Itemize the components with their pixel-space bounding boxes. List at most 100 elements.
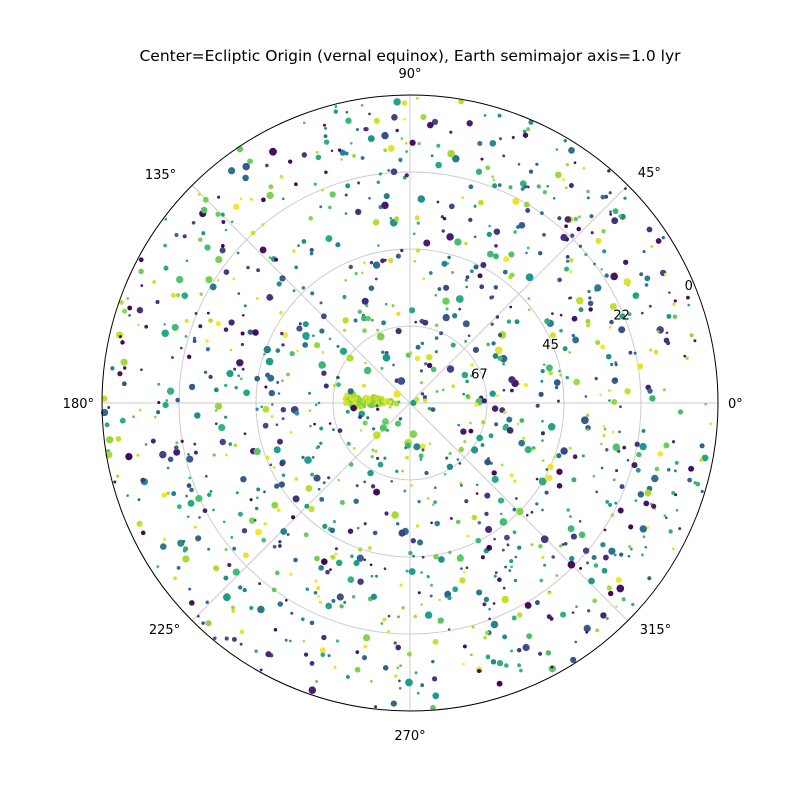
scatter-point — [140, 368, 143, 372]
scatter-point — [603, 528, 607, 532]
scatter-point — [327, 654, 331, 658]
scatter-point — [319, 647, 326, 654]
scatter-point — [403, 489, 407, 493]
scatter-point — [556, 468, 563, 475]
scatter-point — [591, 554, 597, 561]
scatter-point — [365, 303, 369, 308]
scatter-point — [420, 392, 425, 396]
scatter-point — [462, 320, 470, 328]
scatter-point — [549, 616, 554, 621]
scatter-point — [240, 342, 245, 347]
scatter-point — [634, 499, 638, 502]
scatter-point — [286, 533, 290, 536]
scatter-point — [318, 565, 325, 571]
scatter-point — [176, 275, 184, 284]
scatter-point — [360, 405, 364, 409]
scatter-point — [398, 417, 403, 421]
scatter-point — [502, 269, 508, 275]
scatter-point — [337, 478, 341, 482]
scatter-point — [404, 141, 408, 145]
scatter-point — [608, 547, 616, 555]
scatter-point — [372, 261, 381, 269]
scatter-point — [586, 189, 590, 194]
scatter-point — [144, 443, 148, 446]
scatter-point — [259, 246, 267, 254]
scatter-point — [567, 560, 576, 569]
scatter-point — [422, 277, 426, 281]
scatter-point — [409, 430, 418, 438]
scatter-point — [511, 135, 515, 140]
scatter-point — [301, 286, 306, 290]
scatter-point — [186, 515, 190, 519]
scatter-point — [266, 191, 274, 200]
scatter-point — [470, 269, 474, 274]
scatter-point — [647, 576, 652, 581]
scatter-point — [161, 329, 169, 338]
scatter-point — [270, 415, 274, 418]
scatter-point — [317, 487, 321, 491]
scatter-point — [368, 285, 375, 292]
scatter-point — [367, 469, 374, 477]
scatter-point — [208, 374, 213, 380]
scatter-point — [387, 614, 391, 618]
scatter-point — [393, 98, 401, 106]
scatter-point — [343, 399, 349, 406]
scatter-point — [438, 556, 445, 563]
scatter-point — [482, 602, 487, 607]
scatter-point — [607, 169, 611, 173]
scatter-point — [651, 474, 659, 483]
scatter-point — [419, 369, 423, 373]
scatter-point — [473, 204, 477, 208]
scatter-point — [376, 407, 380, 411]
scatter-point — [226, 370, 234, 378]
scatter-point — [634, 441, 640, 447]
scatter-point — [323, 383, 329, 389]
scatter-point — [361, 297, 369, 305]
scatter-point — [137, 323, 140, 327]
scatter-point — [382, 321, 386, 324]
scatter-point — [438, 598, 441, 602]
scatter-point — [390, 168, 398, 176]
scatter-point — [188, 600, 195, 606]
scatter-point — [538, 651, 543, 656]
scatter-point — [182, 555, 190, 563]
scatter-point — [489, 390, 496, 397]
scatter-point — [223, 593, 231, 602]
scatter-point — [281, 379, 284, 383]
scatter-point — [619, 484, 625, 490]
scatter-point — [317, 595, 320, 598]
scatter-point — [553, 456, 556, 459]
scatter-point — [628, 524, 634, 530]
scatter-point — [409, 307, 416, 314]
scatter-point — [120, 340, 125, 345]
scatter-point — [612, 208, 619, 215]
scatter-point — [593, 262, 596, 266]
scatter-point — [543, 563, 547, 567]
scatter-point — [346, 354, 354, 362]
scatter-point — [413, 614, 418, 619]
scatter-point — [198, 237, 203, 242]
scatter-point — [579, 566, 583, 570]
scatter-point — [534, 600, 540, 606]
scatter-point — [372, 219, 380, 226]
scatter-point — [486, 231, 492, 238]
scatter-point — [355, 208, 362, 216]
scatter-point — [420, 683, 425, 688]
scatter-point — [557, 399, 560, 403]
scatter-point — [127, 305, 133, 311]
scatter-point — [612, 443, 621, 451]
scatter-point — [163, 322, 166, 326]
scatter-point — [602, 554, 609, 561]
scatter-point — [432, 638, 439, 645]
scatter-point — [653, 349, 659, 355]
scatter-point — [309, 661, 315, 666]
scatter-point — [479, 284, 485, 290]
scatter-point — [201, 621, 205, 625]
scatter-point — [354, 271, 358, 276]
scatter-point — [490, 322, 494, 326]
scatter-point — [229, 348, 233, 352]
scatter-point — [430, 521, 433, 525]
scatter-point — [237, 374, 240, 378]
scatter-point — [303, 532, 309, 538]
